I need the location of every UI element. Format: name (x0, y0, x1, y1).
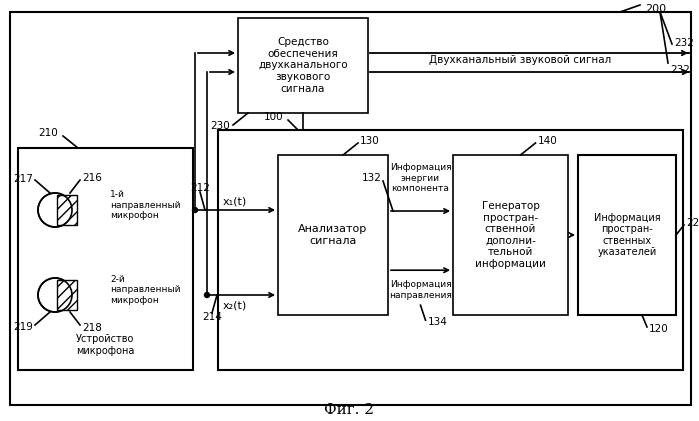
Circle shape (192, 208, 198, 213)
Text: Двухканальный звуковой сигнал: Двухканальный звуковой сигнал (429, 55, 611, 65)
Text: 1-й
направленный
микрофон: 1-й направленный микрофон (110, 190, 180, 220)
Circle shape (205, 293, 210, 298)
Text: 216: 216 (82, 173, 102, 183)
Bar (57, 280, 77, 310)
Text: 217: 217 (13, 174, 33, 184)
Text: 120: 120 (649, 324, 669, 334)
Text: 232: 232 (670, 65, 690, 75)
Text: x₂(t): x₂(t) (223, 300, 247, 310)
Text: Генератор
простран-
ственной
дополни-
тельной
информации: Генератор простран- ственной дополни- те… (475, 201, 546, 269)
Text: Фиг. 2: Фиг. 2 (324, 403, 374, 417)
Text: 100: 100 (264, 112, 283, 122)
Text: Устройство
микрофона: Устройство микрофона (76, 334, 135, 356)
Bar (218, 130, 683, 370)
Bar (278, 155, 388, 315)
Text: Анализатор
сигнала: Анализатор сигнала (298, 224, 368, 246)
Text: 210: 210 (38, 128, 58, 138)
Text: 2-й
направленный
микрофон: 2-й направленный микрофон (110, 275, 180, 305)
Text: 232: 232 (674, 38, 694, 48)
Text: x₁(t): x₁(t) (223, 197, 247, 207)
Text: 140: 140 (538, 136, 557, 146)
Bar (578, 155, 676, 315)
Text: 212: 212 (190, 183, 210, 193)
Text: 132: 132 (362, 173, 382, 183)
Bar (57, 195, 77, 225)
Circle shape (38, 193, 72, 227)
Bar (238, 18, 368, 113)
Text: 218: 218 (82, 323, 102, 333)
Text: Информация
энергии
компонента: Информация энергии компонента (389, 163, 452, 193)
Text: 230: 230 (210, 121, 230, 131)
Text: 200: 200 (645, 4, 666, 14)
Text: Информация
простран-
ственных
указателей: Информация простран- ственных указателей (593, 213, 661, 257)
Text: 130: 130 (360, 136, 380, 146)
Text: Средство
обеспечения
двухканального
звукового
сигнала: Средство обеспечения двухканального звук… (258, 37, 348, 94)
Text: 220: 220 (686, 218, 699, 228)
Bar (453, 155, 568, 315)
Text: 214: 214 (202, 312, 222, 322)
Text: Информация
направления: Информация направления (389, 280, 452, 300)
Circle shape (38, 278, 72, 312)
Text: 219: 219 (13, 322, 33, 332)
Text: 134: 134 (428, 317, 447, 327)
Bar (18, 148, 193, 370)
